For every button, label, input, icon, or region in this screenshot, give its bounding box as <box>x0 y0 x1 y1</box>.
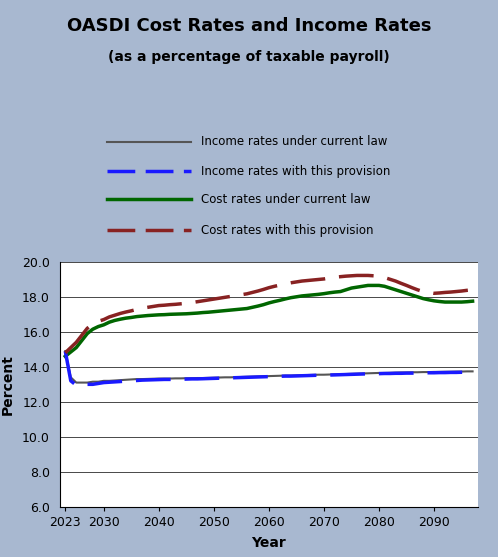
Text: (as a percentage of taxable payroll): (as a percentage of taxable payroll) <box>108 50 390 64</box>
Text: Cost rates under current law: Cost rates under current law <box>201 193 371 206</box>
X-axis label: Year: Year <box>251 536 286 550</box>
Y-axis label: Percent: Percent <box>1 354 15 415</box>
Text: Income rates under current law: Income rates under current law <box>201 135 388 148</box>
Text: Income rates with this provision: Income rates with this provision <box>201 165 391 178</box>
Text: Cost rates with this provision: Cost rates with this provision <box>201 223 374 237</box>
Text: OASDI Cost Rates and Income Rates: OASDI Cost Rates and Income Rates <box>67 17 431 35</box>
